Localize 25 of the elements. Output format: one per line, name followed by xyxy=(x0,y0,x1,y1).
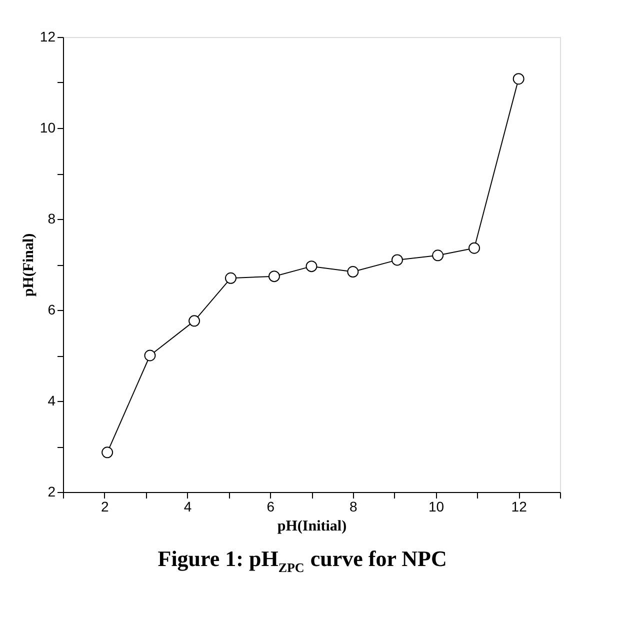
point xyxy=(306,260,318,272)
x-tick-label: 12 xyxy=(511,498,528,514)
x-axis-title: pH(Initial) xyxy=(277,518,347,534)
point xyxy=(188,315,200,327)
point xyxy=(432,250,444,262)
point xyxy=(391,254,403,266)
x-tick-label: 10 xyxy=(428,498,444,514)
point xyxy=(144,350,156,362)
point xyxy=(224,272,236,284)
x-tick-label: 4 xyxy=(184,498,192,514)
x-tick-label: 2 xyxy=(101,498,110,514)
x-tick-label: 6 xyxy=(266,498,275,514)
point xyxy=(468,242,480,254)
y-tick-label: 4 xyxy=(48,392,56,408)
point xyxy=(347,266,359,278)
y-tick-label: 6 xyxy=(48,302,56,318)
x-tick-label: 8 xyxy=(350,498,358,514)
point xyxy=(512,73,524,85)
y-tick-label: 2 xyxy=(48,484,56,500)
point xyxy=(268,270,280,282)
y-tick-label: 12 xyxy=(40,28,56,44)
y-tick-label: 8 xyxy=(48,210,56,226)
point xyxy=(102,446,114,458)
y-axis-title: pH(Final) xyxy=(20,233,37,297)
y-tick-label: 10 xyxy=(40,120,56,136)
